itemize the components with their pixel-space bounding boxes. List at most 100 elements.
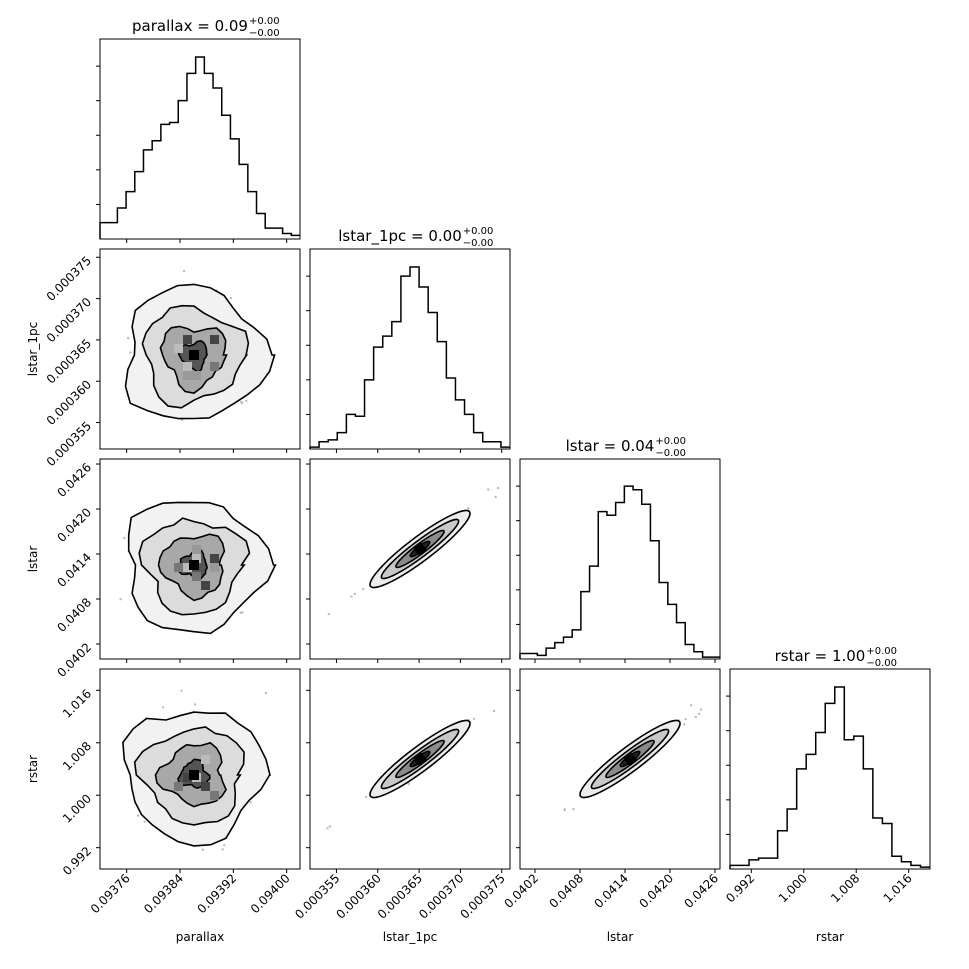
title-err-plus: +0.00: [463, 226, 494, 237]
x-tick-label: 0.0426: [681, 871, 721, 911]
sample-point: [180, 689, 183, 692]
density-bin: [192, 572, 201, 581]
sample-point: [684, 718, 687, 721]
sample-point: [126, 336, 130, 340]
peak-bin: [412, 751, 428, 767]
y-axis-label-rstar: rstar: [26, 755, 40, 783]
sample-point: [496, 486, 500, 490]
panel-title-lstar_1pc: lstar_1pc = 0.00: [338, 227, 462, 246]
hist-panel-lstar: lstar = 0.04 +0.00−0.00: [516, 436, 721, 663]
sample-point: [249, 801, 252, 804]
sample-point: [353, 592, 356, 596]
sample-point: [563, 808, 566, 812]
sample-point: [143, 820, 146, 823]
density-bin: [201, 782, 210, 791]
sample-point: [328, 825, 332, 828]
x-tick-label: 0.0414: [592, 871, 632, 911]
density-bin: [210, 335, 219, 344]
title-err-minus: −0.00: [249, 28, 280, 39]
sample-point: [239, 611, 242, 614]
sample-point: [201, 848, 204, 851]
peak-bin: [412, 541, 428, 557]
peak-bin: [189, 560, 199, 570]
title-err-plus: +0.00: [866, 646, 897, 657]
y-tick-label: 0.0408: [55, 595, 95, 635]
hist-panel-lstar_1pc: lstar_1pc = 0.00 +0.00−0.00: [306, 226, 511, 453]
axes-frame: [729, 668, 931, 870]
x-tick-label: 0.09376: [88, 871, 133, 916]
histogram-step-lstar: [519, 485, 720, 659]
sample-point: [487, 488, 490, 491]
sample-point: [241, 401, 244, 405]
sample-point: [245, 399, 248, 402]
y-tick-label: 1.008: [60, 739, 94, 773]
sample-point: [136, 814, 140, 817]
sample-point: [162, 706, 165, 709]
y-tick-label: 0.992: [60, 844, 94, 878]
title-err-minus: −0.00: [463, 238, 494, 249]
density-bin: [174, 782, 183, 791]
sample-point: [492, 709, 496, 713]
panel-title-parallax: parallax = 0.09: [132, 17, 248, 35]
sample-point: [221, 848, 224, 851]
title-err-minus: −0.00: [866, 658, 897, 669]
panel-rstar-vs-lstar: [516, 668, 721, 873]
histogram-step-parallax: [99, 56, 300, 239]
panel-lstar_1pc-vs-parallax: [96, 248, 301, 453]
y-tick-label: 0.0420: [55, 505, 95, 545]
density-bin: [174, 344, 183, 353]
x-tick-label: 1.008: [828, 871, 862, 905]
panel-lstar-vs-lstar_1pc: [306, 458, 511, 663]
density-bin: [210, 563, 219, 572]
peak-bin: [622, 751, 638, 767]
histogram-step-rstar: [729, 686, 930, 869]
axes-frame: [519, 458, 721, 660]
hist-panel-rstar: rstar = 1.00 +0.00−0.00: [726, 646, 931, 873]
title-err-plus: +0.00: [249, 16, 280, 27]
x-axis-label-lstar: lstar: [607, 930, 634, 944]
x-tick-label: 0.000375: [457, 871, 507, 921]
y-tick-label: 0.0414: [55, 550, 95, 590]
sample-point: [327, 612, 330, 616]
x-tick-label: 0.0402: [502, 871, 542, 911]
density-bin: [192, 545, 201, 554]
peak-bin: [189, 350, 199, 360]
x-tick-label: 0.09400: [248, 871, 293, 916]
sample-point: [193, 703, 197, 706]
sample-point: [365, 795, 368, 799]
y-tick-label: 0.000375: [44, 253, 94, 303]
sample-point: [690, 704, 693, 707]
density-bin: [201, 581, 210, 590]
sample-point: [223, 844, 226, 847]
x-tick-label: 0.0408: [547, 871, 587, 911]
density-bin: [183, 371, 192, 380]
sample-point: [699, 708, 703, 711]
density-bin: [192, 554, 201, 563]
density-bin: [201, 755, 210, 764]
sample-point: [182, 269, 186, 273]
x-tick-label: 1.000: [776, 871, 810, 905]
sample-point: [467, 507, 470, 510]
density-bin: [210, 554, 219, 563]
sample-point: [683, 723, 686, 726]
density-bin: [210, 791, 219, 800]
peak-bin: [189, 770, 199, 780]
sample-point: [123, 536, 126, 540]
x-tick-label: 0.09392: [194, 871, 239, 916]
sample-point: [326, 827, 329, 830]
title-err-plus: +0.00: [655, 436, 686, 447]
density-bin: [183, 773, 192, 782]
y-axis-label-lstar: lstar: [26, 546, 40, 573]
sample-point: [350, 595, 353, 598]
panel-lstar-vs-parallax: [96, 458, 301, 663]
sample-point: [264, 691, 268, 695]
density-bin: [183, 362, 192, 371]
x-axis-label-parallax: parallax: [176, 930, 224, 944]
y-axis-label-lstar_1pc: lstar_1pc: [26, 322, 40, 376]
panel-rstar-vs-lstar_1pc: [306, 668, 511, 873]
axes-frame: [309, 248, 511, 450]
x-axis-label-lstar_1pc: lstar_1pc: [383, 930, 437, 944]
panel-rstar-vs-parallax: [96, 668, 301, 873]
panel-title-rstar: rstar = 1.00: [775, 647, 866, 665]
